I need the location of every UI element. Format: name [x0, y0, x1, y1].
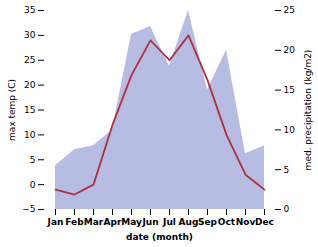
svg-text:Jul: Jul: [162, 217, 176, 227]
svg-text:max temp (C): max temp (C): [7, 79, 17, 141]
svg-text:Nov: Nov: [236, 217, 256, 227]
svg-text:Feb: Feb: [65, 217, 84, 227]
svg-text:15: 15: [284, 85, 295, 95]
svg-text:20: 20: [24, 80, 36, 90]
svg-text:5: 5: [30, 155, 36, 165]
svg-text:15: 15: [24, 105, 35, 115]
svg-text:Oct: Oct: [218, 217, 236, 227]
svg-text:Dec: Dec: [255, 217, 274, 227]
svg-text:0: 0: [30, 180, 36, 190]
svg-text:med. precipitation (kg/m2): med. precipitation (kg/m2): [303, 50, 313, 171]
svg-text:20: 20: [284, 45, 296, 55]
svg-text:10: 10: [284, 125, 296, 135]
svg-text:35: 35: [24, 5, 35, 15]
svg-text:Jan: Jan: [47, 217, 64, 227]
svg-text:date (month): date (month): [126, 232, 193, 242]
svg-text:25: 25: [284, 5, 295, 15]
svg-text:Jun: Jun: [141, 217, 158, 227]
svg-text:Sep: Sep: [198, 217, 218, 227]
svg-text:10: 10: [24, 130, 36, 140]
svg-text:5: 5: [284, 165, 290, 175]
svg-text:Apr: Apr: [104, 217, 122, 227]
svg-text:Aug: Aug: [179, 217, 199, 227]
svg-text:May: May: [121, 217, 142, 227]
svg-text:Mar: Mar: [84, 217, 104, 227]
svg-text:30: 30: [24, 30, 36, 40]
svg-text:25: 25: [24, 55, 35, 65]
svg-text:−5: −5: [22, 204, 35, 214]
svg-text:0: 0: [284, 204, 290, 214]
